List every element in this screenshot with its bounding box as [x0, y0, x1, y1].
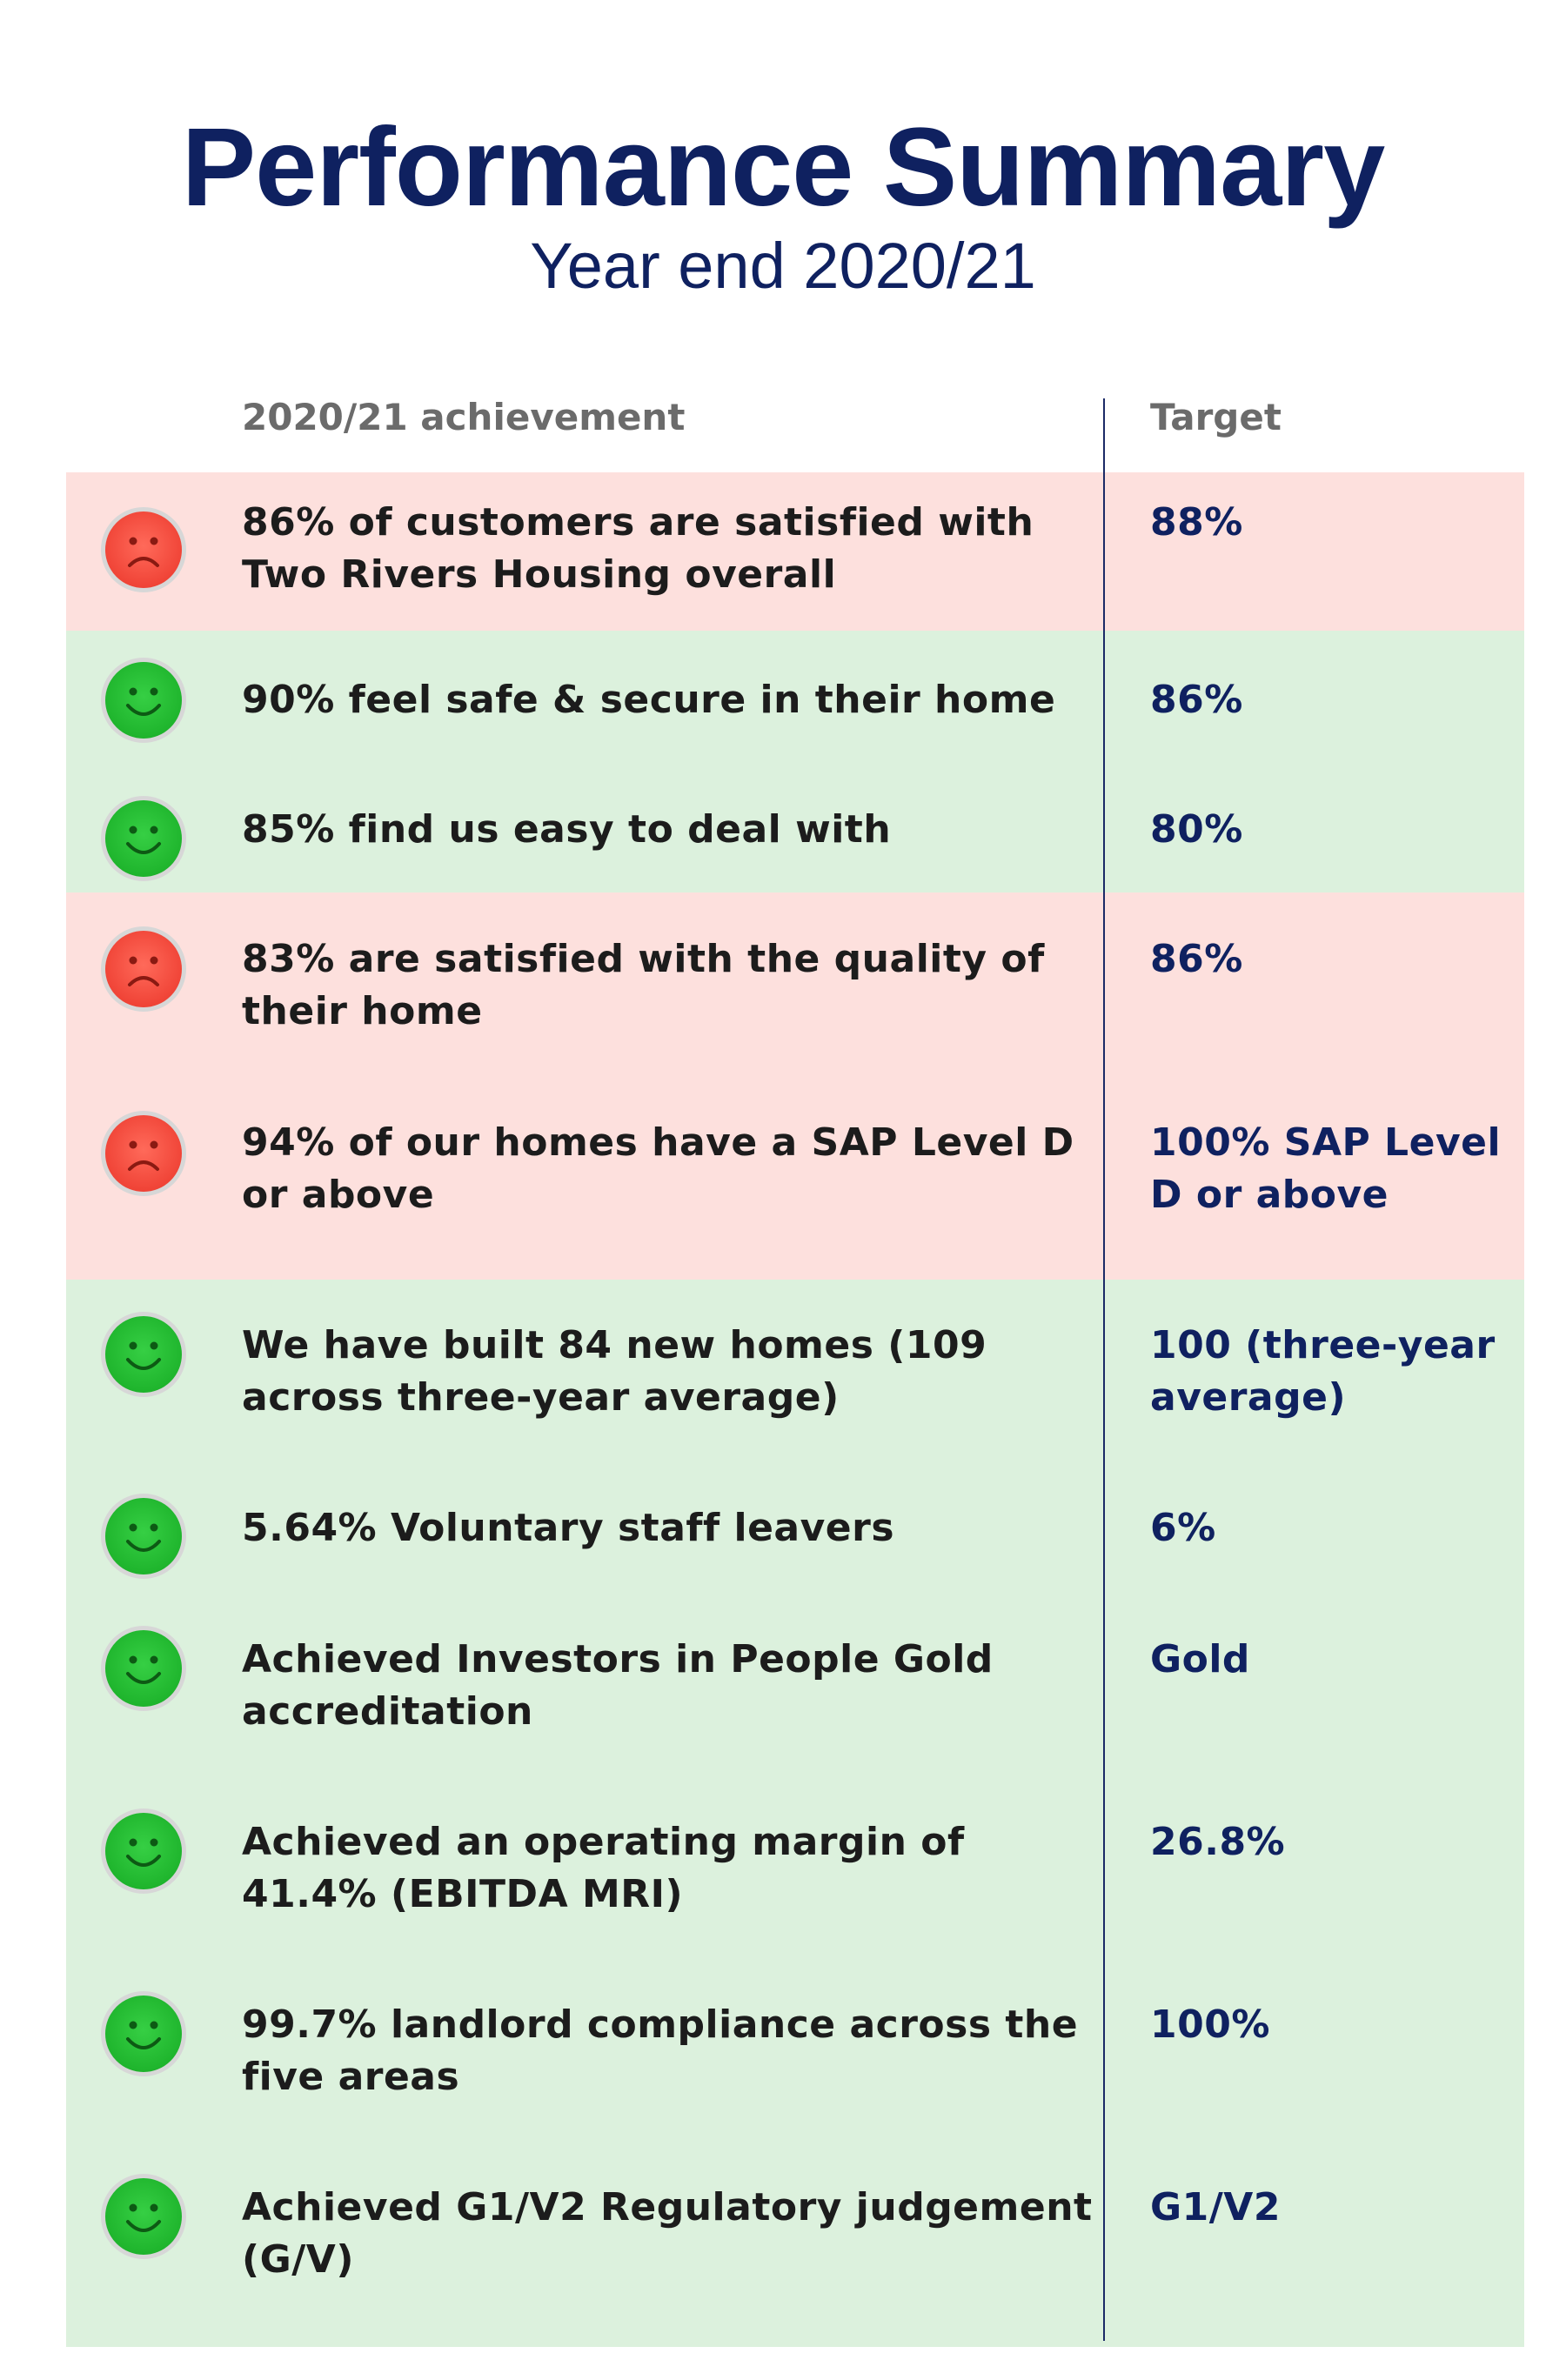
happy-face-icon: [101, 658, 186, 743]
target-value: 6%: [1150, 1506, 1216, 1550]
achievement-text: 99.7% landlord compliance across the fiv…: [242, 2002, 1079, 2099]
happy-face-icon: [101, 1991, 186, 2076]
page-title: Performance Summary: [181, 105, 1386, 230]
achievement-text: 86% of customers are satisfied with Two …: [242, 500, 1034, 597]
target-value: 88%: [1150, 500, 1243, 545]
happy-face-icon: [101, 796, 186, 881]
performance-table: 86% of customers are satisfied with Two …: [66, 472, 1524, 2347]
table-row: 85% find us easy to deal with 80%: [66, 762, 1524, 892]
achievement-text: 85% find us easy to deal with: [242, 807, 892, 852]
table-row: Achieved an operating margin of 41.4% (E…: [66, 1776, 1524, 1959]
achievement-text: 83% are satisfied with the quality of th…: [242, 937, 1045, 1033]
sad-face-icon: [101, 507, 186, 592]
table-row: 5.64% Voluntary staff leavers 6%: [66, 1462, 1524, 1594]
happy-face-icon: [101, 2174, 186, 2259]
happy-face-icon: [101, 1494, 186, 1579]
table-row: 94% of our homes have a SAP Level D or a…: [66, 1076, 1524, 1280]
target-value: 86%: [1150, 937, 1243, 981]
target-column-header: Target: [1150, 396, 1282, 438]
happy-face-icon: [101, 1626, 186, 1711]
table-row: Achieved G1/V2 Regulatory judgement (G/V…: [66, 2142, 1524, 2347]
table-row: Achieved Investors in People Gold accred…: [66, 1594, 1524, 1776]
achievement-text: Achieved G1/V2 Regulatory judgement (G/V…: [242, 2185, 1093, 2282]
happy-face-icon: [101, 1808, 186, 1894]
achievement-text: Achieved Investors in People Gold accred…: [242, 1637, 994, 1734]
column-divider: [1103, 398, 1105, 2341]
table-row: 90% feel safe & secure in their home 86%: [66, 631, 1524, 762]
achievement-text: 90% feel safe & secure in their home: [242, 678, 1056, 722]
achievement-text: 5.64% Voluntary staff leavers: [242, 1506, 895, 1550]
happy-face-icon: [101, 1312, 186, 1397]
table-row: 83% are satisfied with the quality of th…: [66, 892, 1524, 1076]
target-value: 100% SAP Level D or above: [1150, 1120, 1502, 1217]
table-row: 86% of customers are satisfied with Two …: [66, 472, 1524, 631]
target-value: 86%: [1150, 678, 1243, 722]
target-value: 26.8%: [1150, 1820, 1286, 1864]
table-row: We have built 84 new homes (109 across t…: [66, 1280, 1524, 1462]
achievement-column-header: 2020/21 achievement: [242, 396, 686, 438]
page-subtitle: Year end 2020/21: [530, 230, 1036, 302]
sad-face-icon: [101, 926, 186, 1012]
achievement-text: 94% of our homes have a SAP Level D or a…: [242, 1120, 1074, 1217]
achievement-text: We have built 84 new homes (109 across t…: [242, 1323, 987, 1420]
target-value: 100 (three-year average): [1150, 1323, 1496, 1420]
sad-face-icon: [101, 1111, 186, 1196]
target-value: G1/V2: [1150, 2185, 1281, 2230]
achievement-text: Achieved an operating margin of 41.4% (E…: [242, 1820, 965, 1916]
target-value: Gold: [1150, 1637, 1250, 1681]
table-row: 99.7% landlord compliance across the fiv…: [66, 1959, 1524, 2142]
target-value: 100%: [1150, 2002, 1270, 2047]
target-value: 80%: [1150, 807, 1243, 852]
